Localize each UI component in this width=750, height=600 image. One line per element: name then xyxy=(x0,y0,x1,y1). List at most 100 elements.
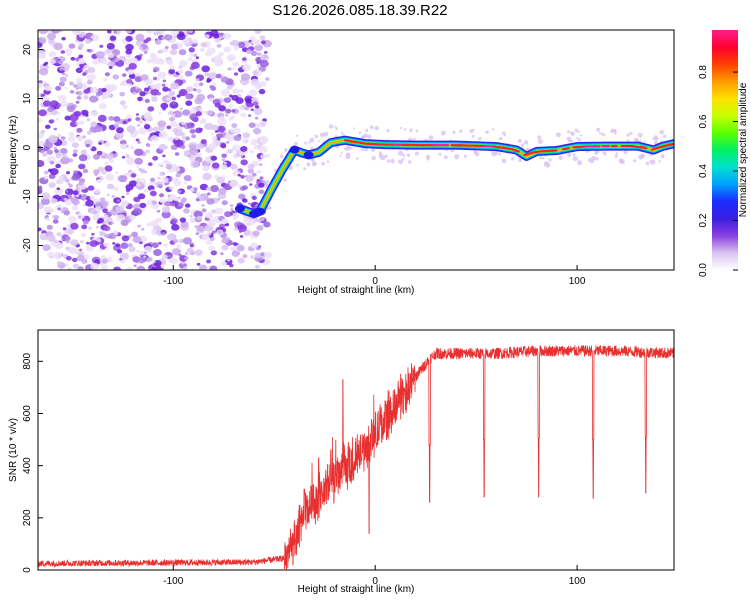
noise-speck xyxy=(170,30,180,37)
noise-speck xyxy=(66,171,70,175)
noise-speck xyxy=(195,198,200,202)
ridge-halo-speck xyxy=(650,159,656,165)
noise-speck xyxy=(142,181,147,185)
noise-speck xyxy=(210,155,218,161)
noise-speck xyxy=(144,115,151,121)
noise-speck xyxy=(158,242,162,245)
noise-speck xyxy=(157,71,167,80)
noise-speck xyxy=(230,129,236,133)
ridge-halo-speck xyxy=(572,153,576,157)
y-tick-label: 600 xyxy=(22,405,33,422)
noise-speck xyxy=(169,121,177,127)
noise-speck xyxy=(80,149,87,155)
noise-speck xyxy=(76,135,84,142)
noise-speck xyxy=(38,109,47,117)
noise-speck xyxy=(125,53,132,58)
ridge-halo-speck xyxy=(567,152,572,158)
x-tick-label: 0 xyxy=(372,276,378,287)
noise-speck xyxy=(206,47,216,55)
ridge-halo-speck xyxy=(284,149,287,152)
noise-speck xyxy=(114,57,120,62)
ridge-halo-speck xyxy=(478,137,482,141)
noise-speck xyxy=(158,111,162,115)
noise-speck xyxy=(108,66,113,69)
noise-speck xyxy=(38,82,43,89)
ridge-halo-speck xyxy=(303,167,307,171)
noise-speck xyxy=(229,179,239,188)
noise-speck xyxy=(220,76,229,83)
noise-speck xyxy=(65,239,70,244)
noise-speck xyxy=(156,82,162,87)
x-tick-label: 100 xyxy=(569,276,586,287)
noise-speck xyxy=(101,88,107,93)
noise-speck xyxy=(215,207,224,215)
noise-speck xyxy=(196,262,201,266)
ridge-halo-speck xyxy=(309,137,315,143)
ridge-halo-speck xyxy=(654,136,659,141)
noise-speck xyxy=(149,220,159,228)
noise-speck xyxy=(132,208,142,216)
noise-speck xyxy=(207,192,211,196)
noise-speck xyxy=(82,168,89,174)
noise-speck xyxy=(38,80,43,84)
noise-speck xyxy=(57,133,62,137)
noise-speck xyxy=(102,90,112,99)
noise-speck xyxy=(166,59,173,66)
noise-speck xyxy=(87,73,96,81)
noise-speck xyxy=(244,106,250,111)
noise-speck xyxy=(209,236,215,241)
ridge-halo-speck xyxy=(340,131,344,135)
noise-speck xyxy=(195,192,201,196)
noise-speck xyxy=(211,209,217,214)
noise-speck xyxy=(157,184,163,189)
noise-speck xyxy=(249,183,253,186)
noise-speck xyxy=(146,143,151,148)
noise-speck xyxy=(124,59,132,65)
noise-speck xyxy=(161,36,166,40)
noise-speck xyxy=(48,136,58,144)
noise-speck xyxy=(191,61,200,69)
noise-speck xyxy=(119,81,125,86)
noise-speck xyxy=(137,96,143,102)
noise-speck xyxy=(195,232,200,236)
noise-speck xyxy=(246,49,252,54)
noise-speck xyxy=(159,198,166,204)
noise-speck xyxy=(95,51,105,59)
ridge-halo-speck xyxy=(474,151,480,157)
noise-speck xyxy=(263,251,273,259)
noise-speck xyxy=(195,56,199,59)
ridge-halo-speck xyxy=(323,131,329,137)
noise-speck xyxy=(166,125,172,130)
noise-speck xyxy=(63,197,68,201)
noise-speck xyxy=(112,186,119,192)
noise-speck xyxy=(147,106,155,112)
noise-speck xyxy=(258,145,268,154)
noise-speck xyxy=(122,120,128,125)
ridge-halo-speck xyxy=(353,127,355,130)
snr-x-ticks: -100 0 100 xyxy=(163,565,586,587)
ridge-halo-speck xyxy=(598,131,601,134)
noise-speck xyxy=(69,89,75,94)
noise-speck xyxy=(80,232,86,238)
ridge-halo-speck xyxy=(369,125,374,130)
noise-speck xyxy=(46,234,56,242)
noise-speck xyxy=(167,233,177,241)
noise-speck xyxy=(146,199,154,205)
noise-speck xyxy=(139,250,145,255)
noise-speck xyxy=(185,94,192,100)
noise-speck xyxy=(85,39,91,44)
noise-speck xyxy=(61,72,66,76)
noise-speck xyxy=(233,72,239,76)
noise-speck xyxy=(186,86,194,93)
noise-speck xyxy=(136,88,143,93)
noise-speck xyxy=(252,39,261,46)
noise-speck xyxy=(73,110,82,117)
noise-speck xyxy=(151,96,158,102)
noise-speck xyxy=(245,175,254,183)
noise-speck xyxy=(238,193,246,200)
noise-speck xyxy=(101,258,108,264)
noise-speck xyxy=(66,255,72,261)
noise-speck xyxy=(64,263,69,267)
noise-speck xyxy=(115,243,121,248)
noise-speck xyxy=(248,89,258,97)
